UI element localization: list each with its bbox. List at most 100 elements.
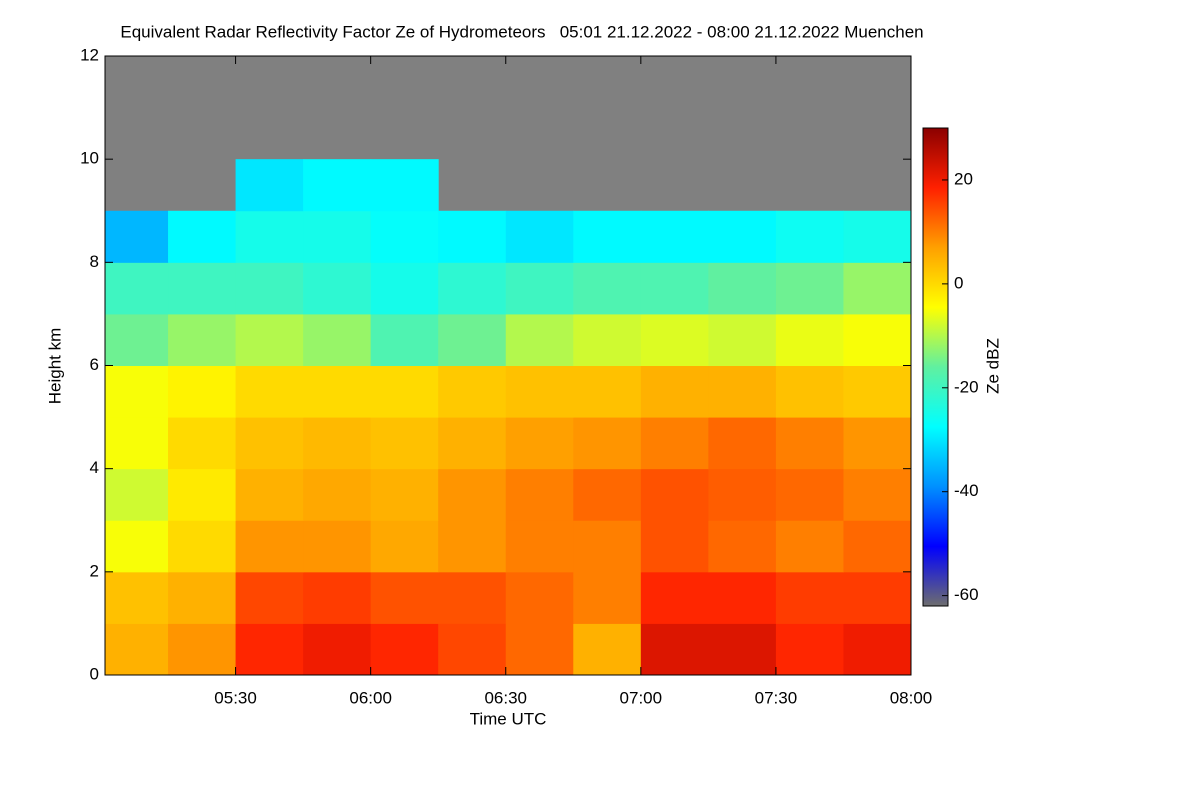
heatmap-cell [168, 365, 237, 418]
heatmap-cell [303, 623, 372, 676]
heatmap-cell [235, 468, 304, 521]
heatmap-cell [105, 417, 169, 470]
heatmap-cell [775, 313, 844, 366]
heatmap-cell [775, 417, 844, 470]
heatmap-cell [235, 262, 304, 315]
y-tick-label: 8 [90, 252, 99, 271]
heatmap-cell [438, 313, 507, 366]
heatmap-cell [235, 520, 304, 573]
heatmap-cell [843, 571, 912, 624]
heatmap-cell [303, 365, 372, 418]
heatmap-cell [573, 468, 642, 521]
heatmap-cell [573, 365, 642, 418]
heatmap-cell [505, 571, 574, 624]
heatmap-cell [505, 417, 574, 470]
heatmap-cell [708, 210, 777, 263]
heatmap-cell [640, 520, 709, 573]
heatmap-cell [105, 571, 169, 624]
y-tick-label: 0 [90, 664, 99, 683]
heatmap-cell [843, 623, 912, 676]
heatmap-cell [235, 417, 304, 470]
heatmap-cell [370, 520, 439, 573]
y-tick-label: 12 [80, 45, 99, 64]
x-tick-label: 06:00 [349, 688, 392, 707]
heatmap-cell [775, 571, 844, 624]
heatmap-cell [573, 313, 642, 366]
heatmap-cell [105, 365, 169, 418]
heatmap-cell [370, 262, 439, 315]
heatmap-cell [843, 417, 912, 470]
heatmap-cell [505, 520, 574, 573]
heatmap-cell [640, 262, 709, 315]
heatmap-cell [775, 210, 844, 263]
heatmap-cell [708, 313, 777, 366]
heatmap-cell [303, 313, 372, 366]
heatmap-cell [303, 210, 372, 263]
heatmap-cell [370, 159, 439, 212]
x-axis-label: Time UTC [470, 709, 547, 728]
colorbar-label: Ze dBZ [983, 338, 1002, 394]
heatmap-cell [708, 520, 777, 573]
heatmap-cell [168, 468, 237, 521]
heatmap-cell [505, 262, 574, 315]
heatmap-cell [775, 262, 844, 315]
heatmap-cell [640, 468, 709, 521]
x-tick-label: 07:30 [755, 688, 798, 707]
chart-title: Equivalent Radar Reflectivity Factor Ze … [120, 22, 923, 41]
heatmap-cell [640, 365, 709, 418]
x-tick-label: 08:00 [890, 688, 933, 707]
heatmap-cell [105, 623, 169, 676]
heatmap-cell [438, 210, 507, 263]
heatmap-cell [438, 468, 507, 521]
heatmap-cell [370, 365, 439, 418]
heatmap-cell [708, 468, 777, 521]
heatmap-cell [843, 262, 912, 315]
heatmap-cell [775, 520, 844, 573]
heatmap-cell [708, 571, 777, 624]
heatmap-cell [235, 159, 304, 212]
heatmap-cell [370, 571, 439, 624]
heatmap-cell [775, 623, 844, 676]
x-tick-label: 05:30 [214, 688, 257, 707]
heatmap-cell [573, 571, 642, 624]
heatmap-cell [573, 262, 642, 315]
colorbar-tick-label: -60 [954, 585, 979, 604]
heatmap-cell [640, 417, 709, 470]
heatmap-cell [843, 210, 912, 263]
heatmap-cell [438, 520, 507, 573]
heatmap-cell [168, 623, 237, 676]
heatmap-cell [573, 623, 642, 676]
heatmap-cell [843, 520, 912, 573]
heatmap-cell [235, 571, 304, 624]
heatmap-cell [105, 313, 169, 366]
heatmap-cell [168, 262, 237, 315]
heatmap-cell [370, 210, 439, 263]
y-tick-label: 4 [90, 458, 99, 477]
heatmap-cell [708, 365, 777, 418]
heatmap-cell [370, 313, 439, 366]
heatmap-cell [775, 365, 844, 418]
heatmap-cell [303, 520, 372, 573]
heatmap-cell [168, 210, 237, 263]
heatmap-cell [235, 365, 304, 418]
heatmap-cell [105, 468, 169, 521]
heatmap-cell [168, 417, 237, 470]
heatmap-cell [640, 623, 709, 676]
heatmap-cell [303, 571, 372, 624]
y-axis-label: Height km [45, 328, 64, 405]
heatmap-cell [708, 262, 777, 315]
heatmap-cell [235, 623, 304, 676]
heatmap-cell [843, 468, 912, 521]
heatmap-cell [843, 365, 912, 418]
heatmap-cell [105, 520, 169, 573]
heatmap-cell [775, 468, 844, 521]
colorbar-tick-label: 0 [954, 273, 963, 292]
heatmap-cell [370, 417, 439, 470]
y-tick-label: 6 [90, 355, 99, 374]
colorbar [922, 127, 949, 607]
heatmap-cell [843, 313, 912, 366]
heatmap-cell [105, 210, 169, 263]
x-tick-label: 06:30 [484, 688, 527, 707]
heatmap-cell [640, 210, 709, 263]
